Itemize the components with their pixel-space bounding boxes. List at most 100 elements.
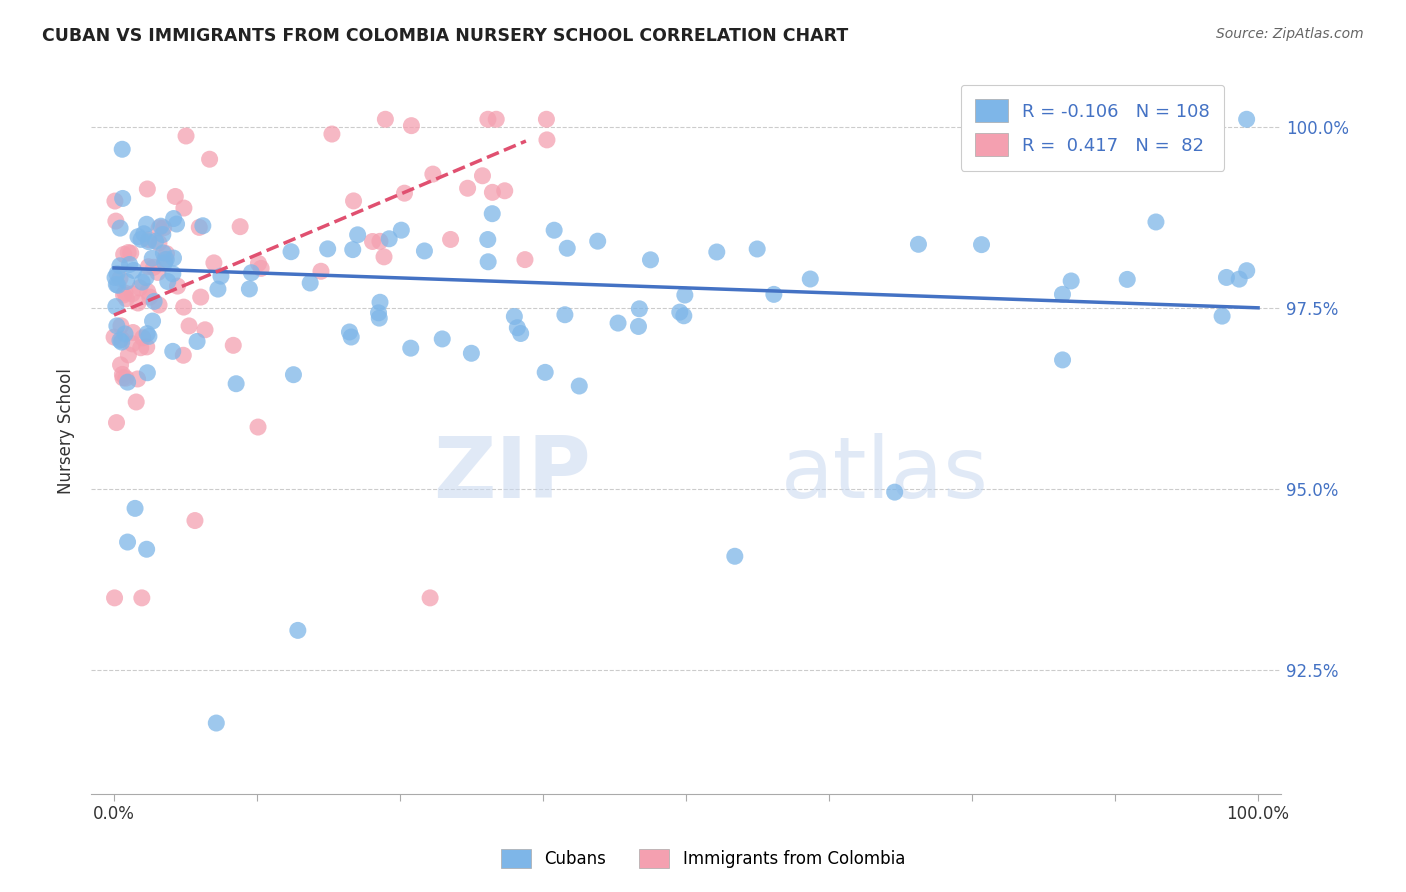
Point <box>1060 274 1083 288</box>
Point <box>706 244 728 259</box>
Point <box>104 194 127 208</box>
Point <box>129 232 152 246</box>
Point <box>673 288 696 302</box>
Point <box>209 269 232 284</box>
Point <box>309 264 332 278</box>
Point <box>534 365 557 379</box>
Legend: R = -0.106   N = 108, R =  0.417   N =  82: R = -0.106 N = 108, R = 0.417 N = 82 <box>960 85 1225 171</box>
Point <box>111 368 134 382</box>
Point <box>506 320 529 334</box>
Point <box>156 275 179 289</box>
Point <box>222 338 245 352</box>
Point <box>1236 112 1258 127</box>
Point <box>136 182 159 196</box>
Point <box>120 246 142 260</box>
Point <box>110 332 132 346</box>
Point <box>225 376 247 391</box>
Point <box>1236 263 1258 277</box>
Point <box>668 305 690 319</box>
Point <box>141 314 163 328</box>
Point <box>198 153 221 167</box>
Y-axis label: Nursery School: Nursery School <box>58 368 75 494</box>
Point <box>287 624 309 638</box>
Point <box>367 306 389 320</box>
Point <box>481 186 503 200</box>
Point <box>104 300 127 314</box>
Point <box>153 252 176 267</box>
Point <box>413 244 436 258</box>
Point <box>1144 215 1167 229</box>
Point <box>138 329 160 343</box>
Point <box>152 227 174 242</box>
Point <box>191 219 214 233</box>
Point <box>283 368 305 382</box>
Text: atlas: atlas <box>782 434 990 516</box>
Point <box>174 128 197 143</box>
Point <box>238 282 260 296</box>
Point <box>419 591 441 605</box>
Point <box>131 591 153 605</box>
Point <box>762 287 785 301</box>
Point <box>136 285 159 299</box>
Point <box>513 252 536 267</box>
Point <box>173 201 195 215</box>
Point <box>111 371 134 385</box>
Point <box>555 241 578 255</box>
Point <box>152 246 174 260</box>
Point <box>485 112 508 127</box>
Point <box>105 318 128 333</box>
Point <box>104 214 127 228</box>
Point <box>907 237 929 252</box>
Point <box>205 716 228 731</box>
Text: Source: ZipAtlas.com: Source: ZipAtlas.com <box>1216 27 1364 41</box>
Point <box>138 233 160 247</box>
Point <box>399 341 422 355</box>
Point <box>627 319 650 334</box>
Point <box>132 227 155 241</box>
Point <box>162 211 184 226</box>
Point <box>503 310 526 324</box>
Point <box>373 250 395 264</box>
Point <box>136 366 159 380</box>
Point <box>127 372 149 386</box>
Point <box>194 323 217 337</box>
Point <box>586 234 609 248</box>
Point <box>131 275 153 289</box>
Point <box>368 295 391 310</box>
Point <box>166 217 188 231</box>
Point <box>117 375 139 389</box>
Point <box>118 257 141 271</box>
Point <box>125 395 148 409</box>
Point <box>970 237 993 252</box>
Point <box>122 326 145 340</box>
Point <box>128 281 150 295</box>
Point <box>394 186 416 201</box>
Point <box>299 276 322 290</box>
Point <box>747 242 769 256</box>
Point <box>108 271 131 285</box>
Point <box>240 266 263 280</box>
Point <box>494 184 516 198</box>
Point <box>105 416 128 430</box>
Point <box>471 169 494 183</box>
Point <box>799 272 821 286</box>
Point <box>247 420 270 434</box>
Point <box>166 279 188 293</box>
Point <box>112 247 135 261</box>
Legend: Cubans, Immigrants from Colombia: Cubans, Immigrants from Colombia <box>494 842 912 875</box>
Point <box>536 112 558 127</box>
Point <box>342 194 364 208</box>
Point <box>177 318 200 333</box>
Point <box>117 348 139 362</box>
Point <box>152 220 174 235</box>
Point <box>1227 272 1250 286</box>
Point <box>115 371 138 385</box>
Point <box>121 286 143 301</box>
Point <box>155 252 177 267</box>
Point <box>346 227 368 242</box>
Point <box>111 335 134 350</box>
Point <box>115 275 138 289</box>
Point <box>111 142 134 156</box>
Point <box>122 263 145 277</box>
Point <box>340 330 363 344</box>
